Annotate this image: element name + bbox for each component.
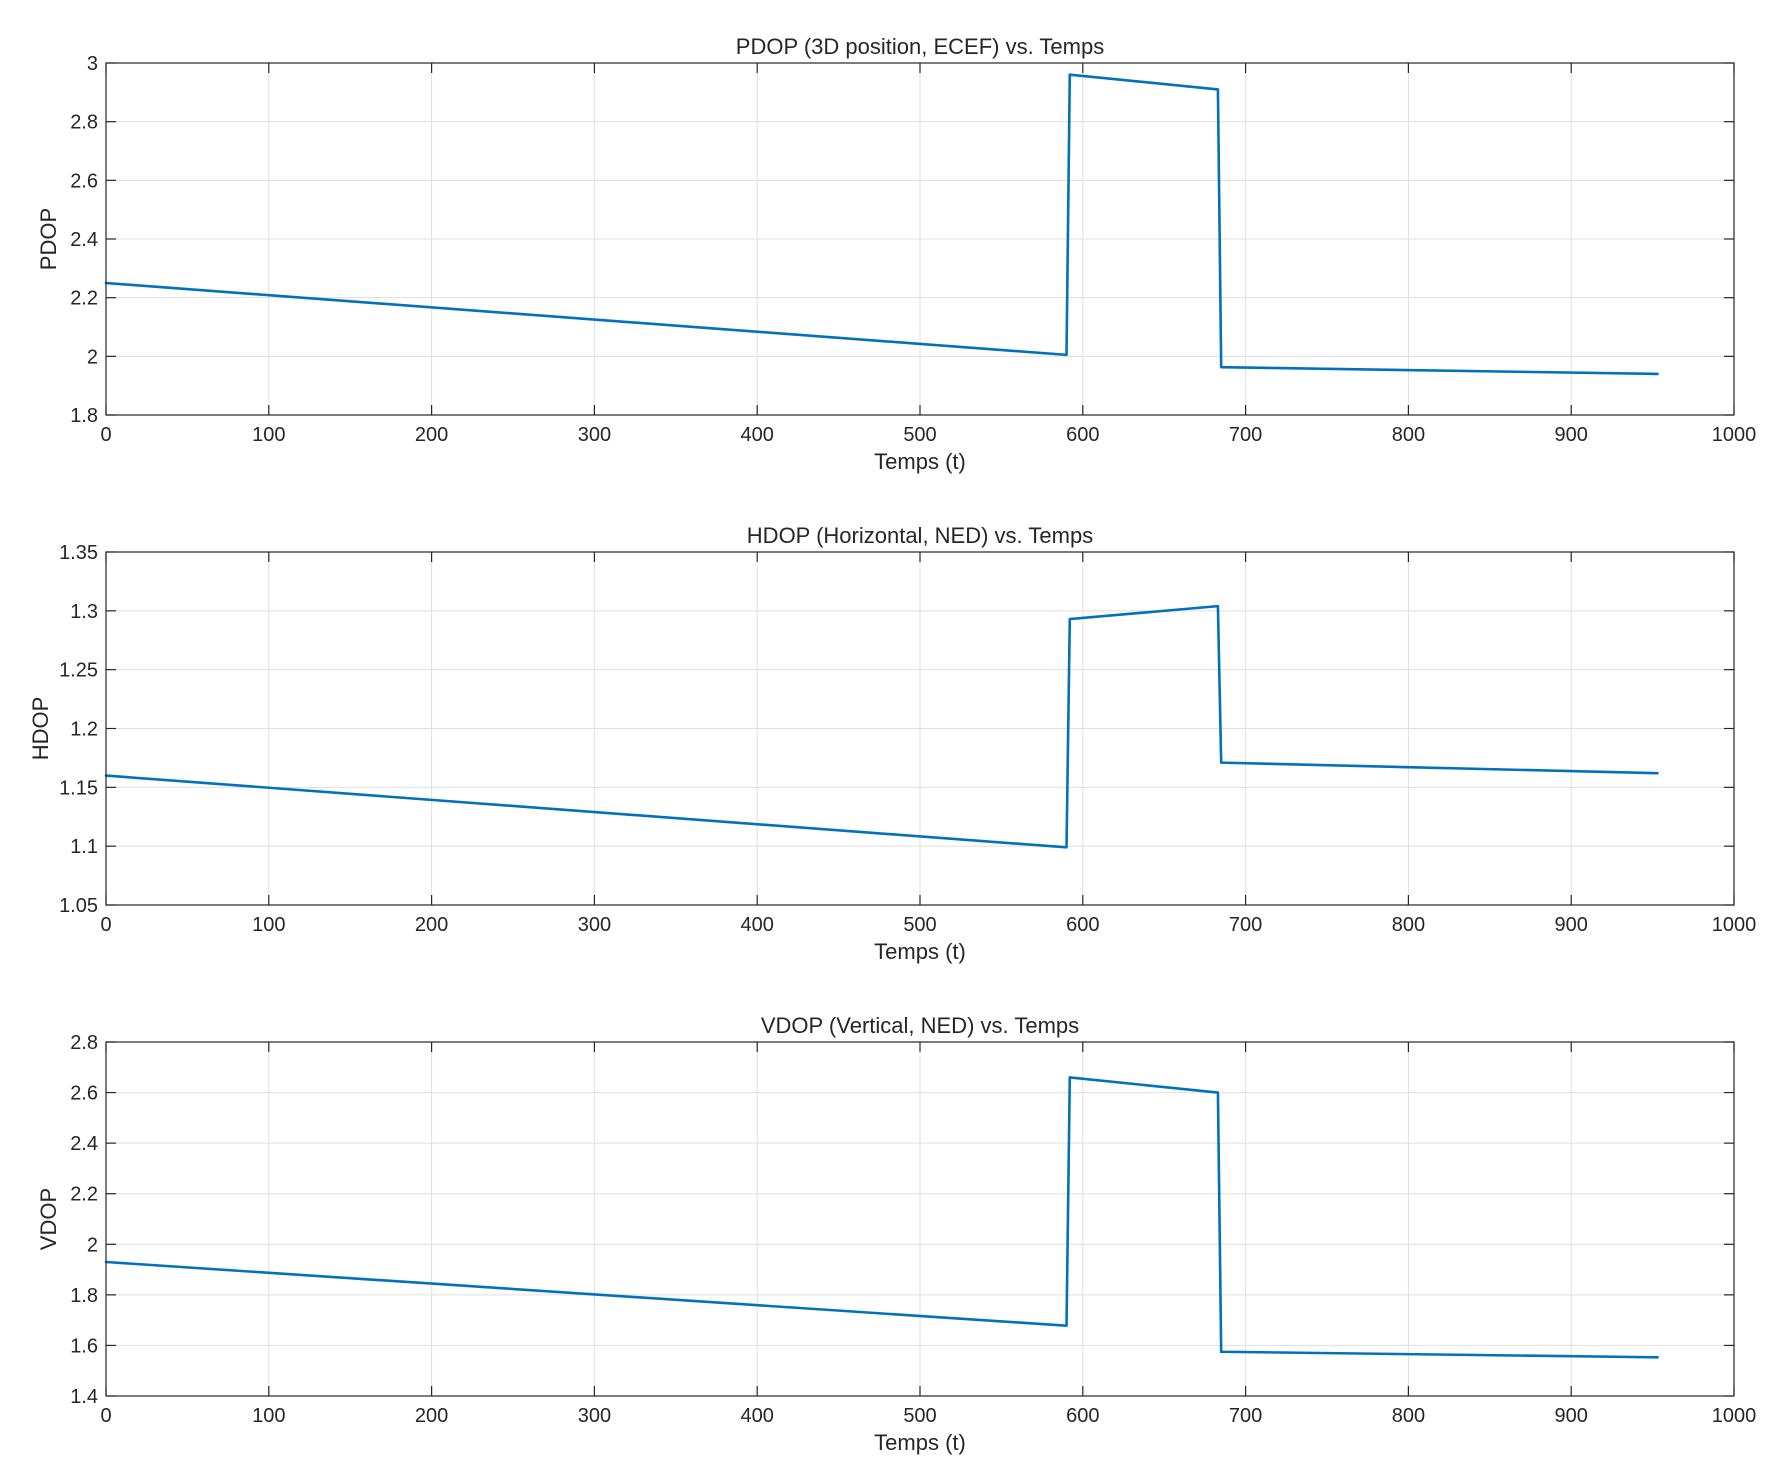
pdop-x-tick-label: 600 xyxy=(1066,424,1099,446)
vdop-x-tick-label: 0 xyxy=(100,1405,111,1427)
pdop-x-tick-label: 300 xyxy=(578,424,611,446)
pdop-y-tick-label: 2.8 xyxy=(70,112,98,134)
hdop-x-axis-label: Temps (t) xyxy=(874,939,966,964)
pdop-x-tick-label: 200 xyxy=(415,424,448,446)
hdop-y-tick-label: 1.25 xyxy=(59,660,98,682)
hdop-x-tick-label: 300 xyxy=(578,914,611,936)
hdop-grid xyxy=(106,552,1734,905)
vdop-x-tick-label: 700 xyxy=(1229,1405,1262,1427)
pdop-title: PDOP (3D position, ECEF) vs. Temps xyxy=(736,34,1104,59)
vdop-x-tick-label: 300 xyxy=(578,1405,611,1427)
hdop-y-tick-label: 1.2 xyxy=(70,719,98,741)
vdop-y-tick-label: 1.8 xyxy=(70,1285,98,1307)
hdop-x-tick-label: 0 xyxy=(100,914,111,936)
vdop-series-line xyxy=(104,1076,1659,1359)
vdop-chart: 0 100 200 300 400 500 600 700 800 900 1000 1.4 1.6 1.… xyxy=(36,1013,1756,1455)
pdop-x-axis-label: Temps (t) xyxy=(874,449,966,474)
vdop-y-tick-label: 1.4 xyxy=(70,1386,98,1408)
vdop-y-tick-label: 2.8 xyxy=(70,1032,98,1054)
pdop-x-tick-label: 500 xyxy=(903,424,936,446)
hdop-x-tick-label: 1000 xyxy=(1712,914,1757,936)
pdop-x-tick-label: 0 xyxy=(100,424,111,446)
hdop-x-tick-label: 500 xyxy=(903,914,936,936)
pdop-y-tick-label: 2.4 xyxy=(70,229,98,251)
vdop-grid xyxy=(106,1042,1734,1396)
hdop-y-tick-label: 1.1 xyxy=(70,836,98,858)
pdop-x-tick-label: 1000 xyxy=(1712,424,1757,446)
vdop-x-tick-label: 400 xyxy=(741,1405,774,1427)
pdop-series-line xyxy=(104,73,1659,376)
hdop-x-tick-label: 900 xyxy=(1555,914,1588,936)
pdop-x-tick-label: 800 xyxy=(1392,424,1425,446)
pdop-x-tick-label: 900 xyxy=(1555,424,1588,446)
pdop-x-tick-label: 700 xyxy=(1229,424,1262,446)
vdop-y-tick-label: 1.6 xyxy=(70,1335,98,1357)
pdop-y-axis-label: PDOP xyxy=(36,208,61,270)
hdop-x-tick-label: 200 xyxy=(415,914,448,936)
vdop-y-tick-label: 2.6 xyxy=(70,1083,98,1105)
vdop-x-tick-label: 200 xyxy=(415,1405,448,1427)
pdop-y-tick-label: 2 xyxy=(87,346,98,368)
hdop-title: HDOP (Horizontal, NED) vs. Temps xyxy=(747,523,1093,548)
hdop-x-tick-label: 600 xyxy=(1066,914,1099,936)
pdop-y-tick-label: 1.8 xyxy=(70,405,98,427)
pdop-y-tick-label: 2.2 xyxy=(70,288,98,310)
vdop-y-axis-label: VDOP xyxy=(36,1188,61,1250)
vdop-y-tick-label: 2.4 xyxy=(70,1133,98,1155)
hdop-chart: 0 100 200 300 400 500 600 700 800 900 1000 1.05 1.1 1… xyxy=(28,523,1756,964)
pdop-x-tick-label: 100 xyxy=(252,424,285,446)
pdop-chart: 0 100 200 300 400 500 600 700 800 900 1000 1.8 2 2.2 2… xyxy=(36,34,1756,474)
hdop-series-line xyxy=(104,604,1659,849)
vdop-x-tick-label: 500 xyxy=(903,1405,936,1427)
hdop-x-tick-label: 100 xyxy=(252,914,285,936)
hdop-x-tick-label: 700 xyxy=(1229,914,1262,936)
vdop-x-tick-label: 1000 xyxy=(1712,1405,1757,1427)
vdop-x-axis-label: Temps (t) xyxy=(874,1430,966,1455)
hdop-y-tick-label: 1.05 xyxy=(59,895,98,917)
hdop-x-tick-label: 800 xyxy=(1392,914,1425,936)
vdop-x-tick-label: 100 xyxy=(252,1405,285,1427)
pdop-x-tick-label: 400 xyxy=(741,424,774,446)
hdop-y-tick-label: 1.35 xyxy=(59,542,98,564)
vdop-x-tick-label: 900 xyxy=(1555,1405,1588,1427)
pdop-grid xyxy=(106,63,1734,415)
hdop-x-tick-label: 400 xyxy=(741,914,774,936)
vdop-y-tick-label: 2 xyxy=(87,1234,98,1256)
hdop-y-tick-label: 1.15 xyxy=(59,777,98,799)
vdop-x-tick-label: 800 xyxy=(1392,1405,1425,1427)
vdop-y-tick-label: 2.2 xyxy=(70,1184,98,1206)
vdop-x-tick-label: 600 xyxy=(1066,1405,1099,1427)
hdop-y-tick-label: 1.3 xyxy=(70,601,98,623)
vdop-title: VDOP (Vertical, NED) vs. Temps xyxy=(761,1013,1079,1038)
pdop-y-tick-label: 3 xyxy=(87,53,98,75)
pdop-y-tick-label: 2.6 xyxy=(70,170,98,192)
hdop-y-axis-label: HDOP xyxy=(28,697,53,761)
